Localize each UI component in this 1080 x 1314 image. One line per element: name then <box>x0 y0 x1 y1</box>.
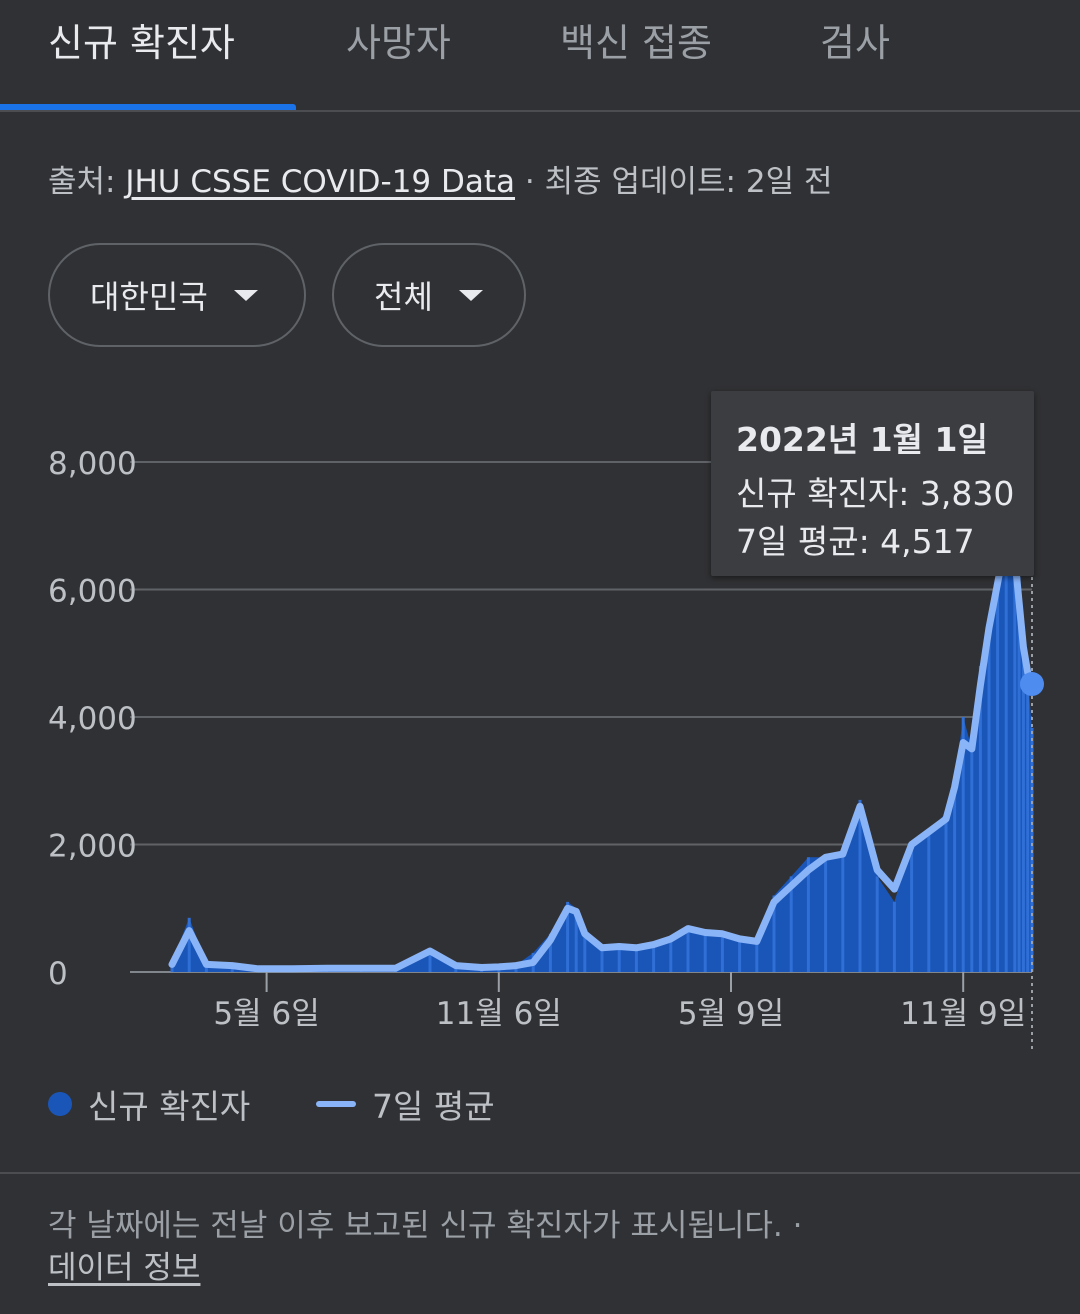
dot-icon <box>48 1092 72 1116</box>
tab-tests[interactable]: 검사 <box>820 21 890 65</box>
x-tick-label: 11월 9일 <box>900 996 1026 1032</box>
legend-average-label: 7일 평균 <box>372 1087 495 1126</box>
y-tick-label: 6,000 <box>48 574 137 610</box>
active-tab-indicator <box>0 104 296 110</box>
tab-new-cases[interactable]: 신규 확진자 <box>48 21 235 65</box>
legend-new-cases: 신규 확진자 <box>48 1080 250 1128</box>
x-tick-label: 11월 6일 <box>436 996 562 1032</box>
tab-bar: 신규 확진자 사망자 백신 접종 검사 <box>0 0 1080 112</box>
source-prefix: 출처: <box>48 164 126 200</box>
scope-dropdown-label: 전체 <box>374 278 433 316</box>
seven-day-average-line <box>168 535 1036 973</box>
x-tick-label: 5월 9일 <box>678 996 784 1032</box>
tooltip-average: 7일 평균: 4,517 <box>736 522 975 561</box>
x-axis-labels: 5월 6일 11월 6일 5월 9일 11월 9일 <box>213 972 1026 1032</box>
legend-new-cases-label: 신규 확진자 <box>88 1087 251 1126</box>
y-tick-label: 8,000 <box>48 446 137 482</box>
y-tick-label: 2,000 <box>48 829 137 865</box>
source-line: 출처: JHU CSSE COVID-19 Data · 최종 업데이트: 2일… <box>48 156 832 201</box>
data-info-link[interactable]: 데이터 정보 <box>48 1250 201 1286</box>
region-dropdown-label: 대한민국 <box>90 278 208 316</box>
scope-dropdown[interactable]: 전체 <box>332 243 526 347</box>
source-link[interactable]: JHU CSSE COVID-19 Data <box>125 164 516 200</box>
hover-point <box>1020 672 1044 697</box>
footnote-text: 각 날짜에는 전날 이후 보고된 신규 확진자가 표시됩니다. · <box>48 1208 803 1244</box>
region-dropdown[interactable]: 대한민국 <box>48 243 306 347</box>
legend-seven-day-average: 7일 평균 <box>316 1080 495 1128</box>
chart-tooltip: 2022년 1월 1일 신규 확진자: 3,830 7일 평균: 4,517 <box>711 391 1034 576</box>
tooltip-new-cases: 신규 확진자: 3,830 <box>736 474 1015 513</box>
last-updated: · 최종 업데이트: 2일 전 <box>515 164 833 200</box>
chevron-down-icon <box>233 289 258 301</box>
tab-deaths[interactable]: 사망자 <box>346 21 451 65</box>
x-tick-label: 5월 6일 <box>213 996 319 1032</box>
chevron-down-icon <box>458 289 483 301</box>
line-icon <box>316 1101 356 1107</box>
tooltip-date: 2022년 1월 1일 <box>736 420 988 459</box>
y-tick-label: 4,000 <box>48 701 137 737</box>
y-tick-label: 0 <box>48 956 68 992</box>
y-axis-labels: 0 2,000 4,000 6,000 8,000 <box>48 446 137 992</box>
tab-vaccinations[interactable]: 백신 접종 <box>560 21 712 65</box>
cases-chart[interactable]: 0 2,000 4,000 6,000 8,000 5월 6일 11월 6일 5월 9일 11… <box>0 380 1080 1070</box>
footer-divider <box>0 1172 1080 1174</box>
